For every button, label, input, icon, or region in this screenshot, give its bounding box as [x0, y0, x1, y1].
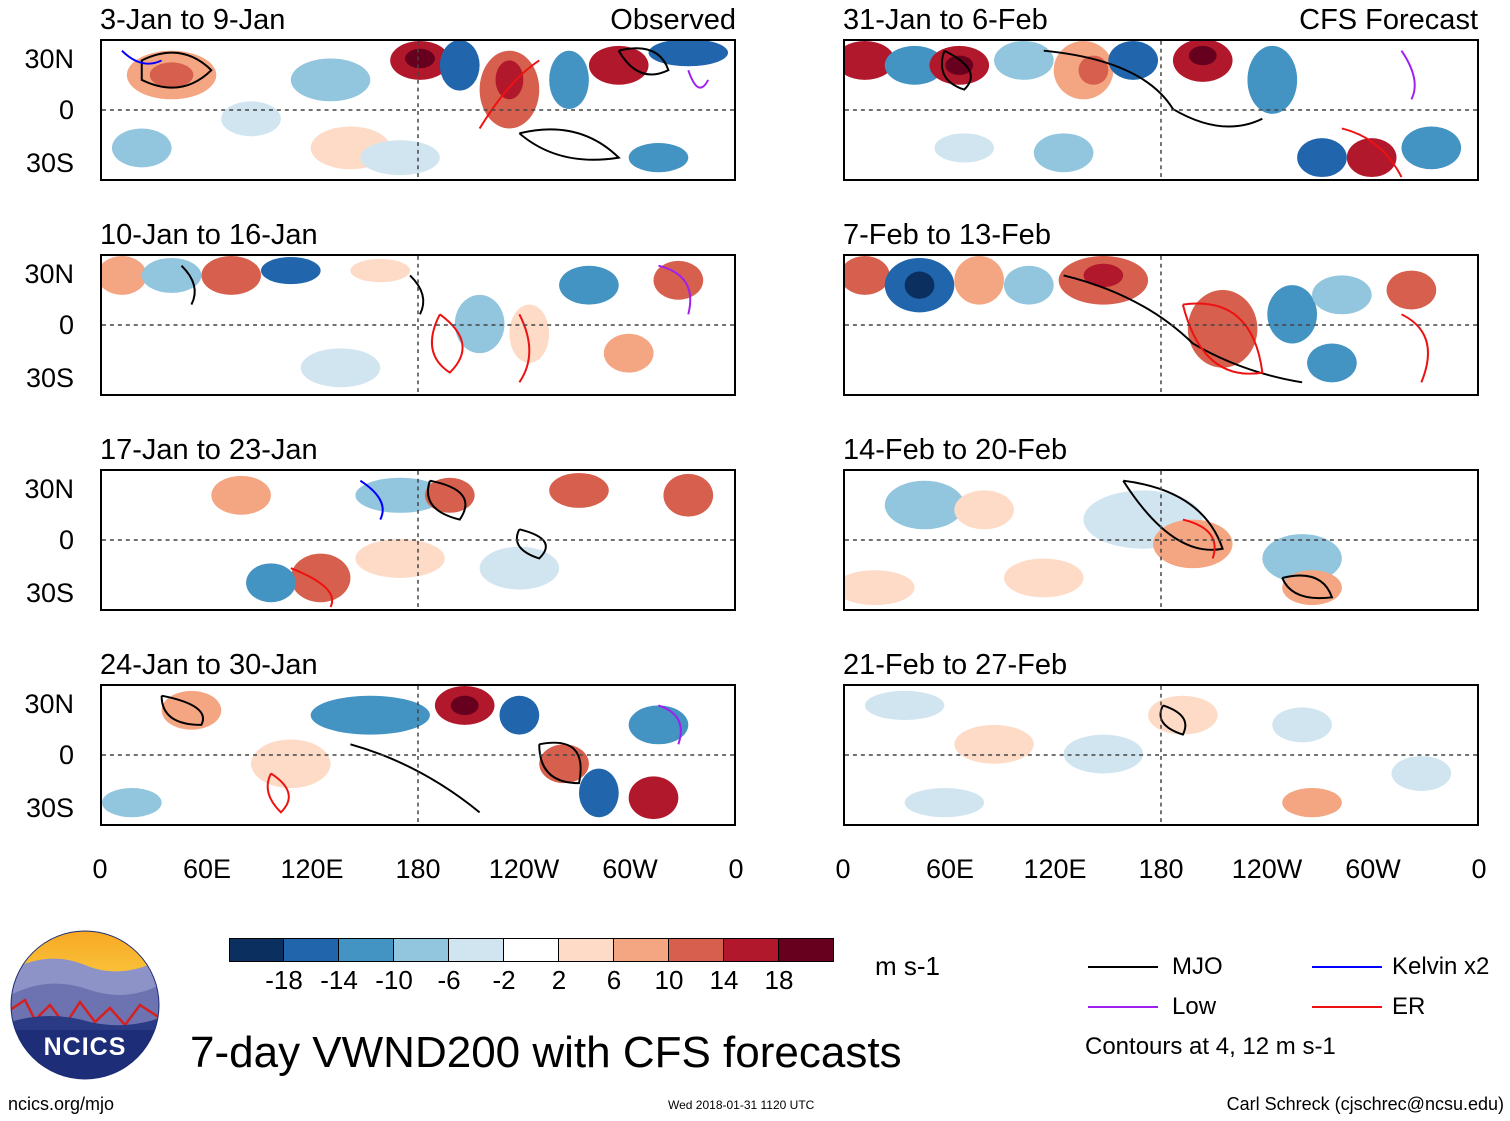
lat-label-0: 0	[58, 310, 74, 340]
map-panel-1	[100, 39, 736, 181]
legend-low-line	[1088, 1006, 1158, 1008]
colorbar-label: 18	[764, 965, 794, 995]
lat-label-0: 0	[58, 95, 74, 125]
lon-label: 180	[1138, 854, 1184, 884]
lon-label: 60W	[602, 854, 658, 884]
map-panel-6	[843, 469, 1479, 611]
colorbar-swatch	[504, 938, 559, 962]
colorbar-swatch	[724, 938, 779, 962]
lon-label: 0	[1471, 854, 1487, 884]
lat-label-30s: 30S	[25, 578, 74, 608]
lon-label: 180	[395, 854, 441, 884]
colorbar-swatch	[669, 938, 724, 962]
logo-text: NCICS	[43, 1033, 127, 1061]
colorbar-swatch	[284, 938, 339, 962]
lon-label: 0	[728, 854, 744, 884]
legend-note: Contours at 4, 12 m s-1	[1085, 1033, 1336, 1060]
colorbar-label: -10	[375, 965, 413, 995]
lat-label-30s: 30S	[25, 793, 74, 823]
footer-timestamp: Wed 2018-01-31 1120 UTC	[668, 1098, 815, 1112]
map-panel-3	[100, 254, 736, 396]
colorbar-swatch	[339, 938, 394, 962]
lat-label-30n: 30N	[24, 474, 74, 504]
panel-6-title: 14-Feb to 20-Feb	[843, 434, 1068, 466]
lon-label: 60E	[182, 854, 232, 884]
colorbar-label: -2	[492, 965, 516, 995]
map-panel-7	[100, 684, 736, 826]
footer-author: Carl Schreck (cjschrec@ncsu.edu)	[1226, 1094, 1504, 1114]
colorbar-swatch	[229, 938, 284, 962]
panel-3-title: 10-Jan to 16-Jan	[100, 219, 318, 251]
colorbar-swatch	[449, 938, 504, 962]
legend-kelvin-label: Kelvin x2	[1392, 953, 1490, 980]
map-panel-2	[843, 39, 1479, 181]
colorbar-label: 6	[606, 965, 622, 995]
lat-label-30n: 30N	[24, 689, 74, 719]
lon-label: 60E	[925, 854, 975, 884]
lon-label: 60W	[1345, 854, 1401, 884]
lat-label-30s: 30S	[25, 363, 74, 393]
colorbar-label: -18	[265, 965, 303, 995]
lon-label: 120W	[1231, 854, 1303, 884]
panel-1-title: 3-Jan to 9-Jan	[100, 4, 286, 36]
legend-er-line	[1312, 1006, 1382, 1008]
map-panel-5	[100, 469, 736, 611]
lon-label: 0	[835, 854, 851, 884]
colorbar-swatch	[614, 938, 669, 962]
legend-kelvin-line	[1312, 966, 1382, 968]
colorbar-swatch	[559, 938, 614, 962]
lat-label-30s: 30S	[25, 148, 74, 178]
colorbar-swatch	[394, 938, 449, 962]
panel-2-title: 31-Jan to 6-Feb	[843, 4, 1048, 36]
colorbar-swatch	[779, 938, 834, 962]
legend-er-label: ER	[1392, 993, 1426, 1020]
lat-label-30n: 30N	[24, 259, 74, 289]
panel-4-title: 7-Feb to 13-Feb	[843, 219, 1051, 251]
colorbar-label: 14	[709, 965, 739, 995]
map-panel-4	[843, 254, 1479, 396]
lon-label: 120W	[488, 854, 560, 884]
colorbar-label: -14	[320, 965, 358, 995]
panel-5-title: 17-Jan to 23-Jan	[100, 434, 318, 466]
colorbar-label: 10	[654, 965, 684, 995]
colorbar-label: -6	[437, 965, 461, 995]
lon-label: 0	[92, 854, 108, 884]
lon-label: 120E	[280, 854, 344, 884]
legend-mjo-label: MJO	[1172, 953, 1223, 980]
footer-url: ncics.org/mjo	[8, 1094, 115, 1114]
colorbar-units: m s-1	[875, 951, 940, 981]
legend-low-label: Low	[1172, 993, 1217, 1020]
panel-8-title: 21-Feb to 27-Feb	[843, 649, 1068, 681]
colorbar-label: 2	[551, 965, 567, 995]
lat-label-30n: 30N	[24, 44, 74, 74]
map-panel-8	[843, 684, 1479, 826]
ncics-logo: NCICS	[10, 930, 160, 1080]
lat-label-0: 0	[58, 525, 74, 555]
panel-1-tag: Observed	[610, 4, 736, 36]
lat-label-0: 0	[58, 740, 74, 770]
legend-mjo-line	[1088, 966, 1158, 968]
lon-label: 120E	[1023, 854, 1087, 884]
main-title: 7-day VWND200 with CFS forecasts	[190, 1028, 902, 1077]
panel-2-tag: CFS Forecast	[1299, 4, 1478, 36]
panel-7-title: 24-Jan to 30-Jan	[100, 649, 318, 681]
